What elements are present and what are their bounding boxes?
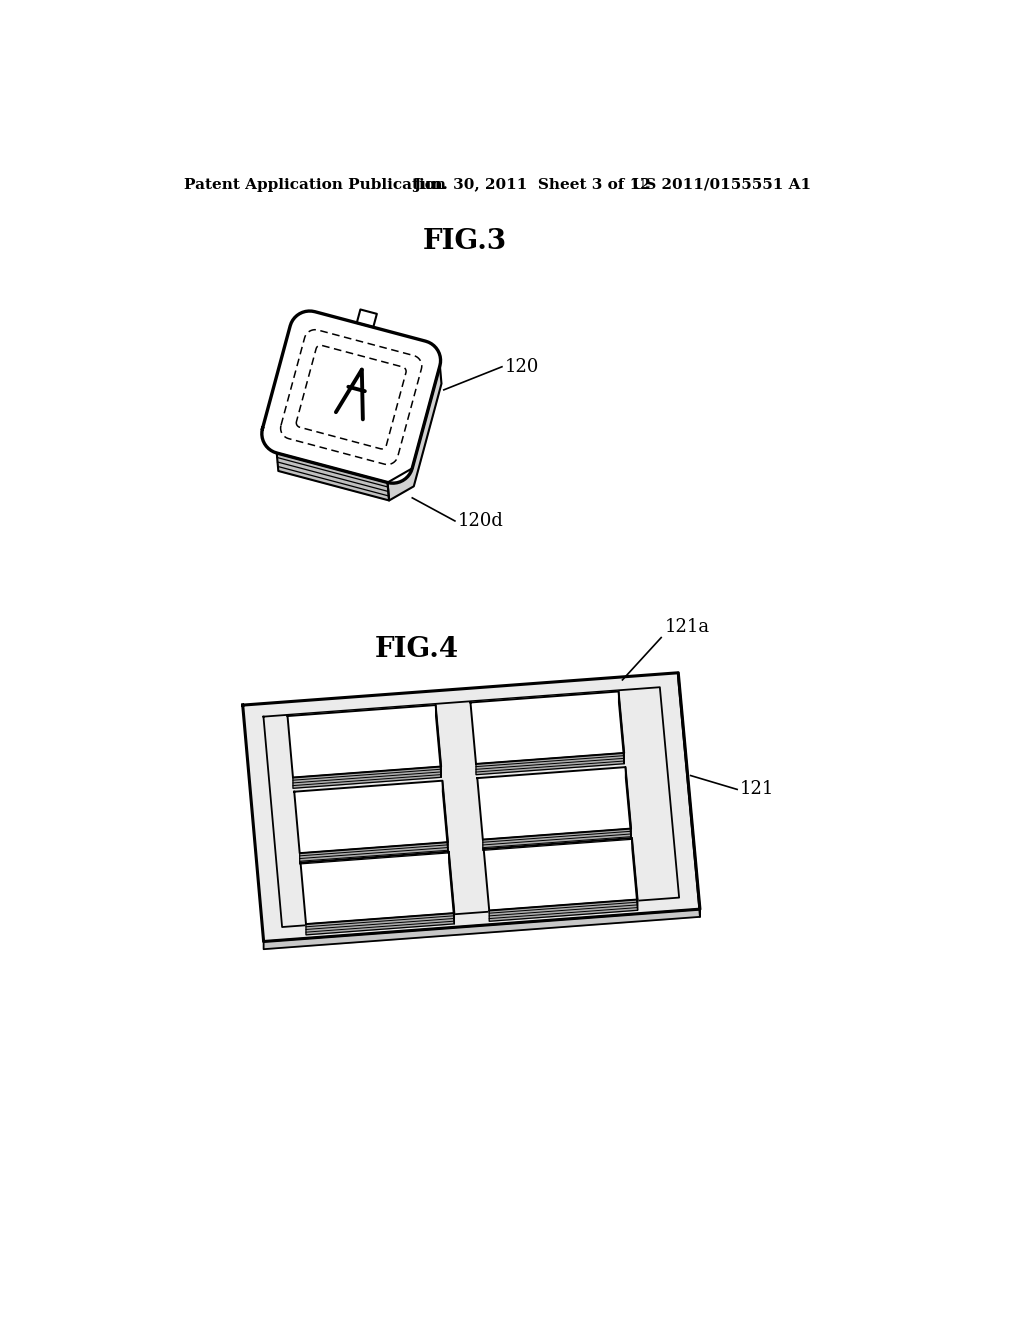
Polygon shape [435, 705, 441, 777]
Polygon shape [293, 767, 441, 788]
Polygon shape [449, 851, 455, 924]
Polygon shape [483, 829, 631, 850]
Polygon shape [442, 780, 447, 853]
Text: 120: 120 [505, 358, 540, 376]
Polygon shape [356, 309, 377, 327]
Polygon shape [294, 780, 447, 853]
Polygon shape [470, 692, 625, 764]
Polygon shape [632, 838, 638, 911]
Polygon shape [387, 366, 441, 500]
Polygon shape [489, 899, 638, 921]
Text: FIG.4: FIG.4 [375, 636, 459, 663]
Text: 120d: 120d [458, 512, 504, 529]
Polygon shape [618, 692, 625, 764]
Polygon shape [263, 909, 700, 949]
Text: 121a: 121a [665, 618, 710, 636]
Polygon shape [276, 453, 389, 500]
Polygon shape [306, 913, 455, 935]
Polygon shape [243, 673, 700, 941]
Text: US 2011/0155551 A1: US 2011/0155551 A1 [632, 178, 811, 191]
Polygon shape [476, 752, 625, 775]
Polygon shape [288, 705, 441, 777]
Text: Patent Application Publication: Patent Application Publication [183, 178, 445, 191]
Polygon shape [262, 312, 440, 483]
Polygon shape [300, 842, 447, 863]
Polygon shape [483, 838, 638, 911]
Polygon shape [477, 767, 631, 840]
Text: FIG.3: FIG.3 [423, 227, 507, 255]
Text: 121: 121 [740, 780, 774, 799]
Polygon shape [300, 851, 455, 924]
Polygon shape [626, 767, 631, 840]
Polygon shape [678, 673, 700, 917]
Text: Jun. 30, 2011  Sheet 3 of 12: Jun. 30, 2011 Sheet 3 of 12 [414, 178, 651, 191]
